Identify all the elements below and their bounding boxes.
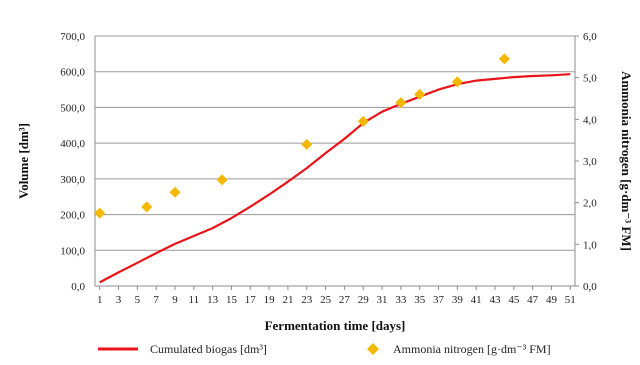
- y-tick-label: 300,0: [60, 174, 85, 186]
- x-tick-label: 27: [339, 294, 351, 306]
- x-tick-label: 21: [282, 294, 293, 306]
- x-tick-label: 1: [97, 294, 103, 306]
- legend: Cumulated biogas [dm³] Ammonia nitrogen …: [98, 342, 551, 356]
- ammonia-point: [169, 186, 181, 198]
- y-tick-label: 600,0: [60, 67, 85, 79]
- series-biogas: [99, 73, 571, 284]
- y2-tick-label: 4,0: [583, 114, 597, 126]
- x-tick-label: 45: [508, 294, 520, 306]
- x-tick-label: 3: [116, 294, 122, 306]
- ammonia-point: [414, 88, 426, 100]
- y2-tick-label: 3,0: [583, 156, 597, 168]
- x-tick-label: 41: [471, 294, 482, 306]
- ammonia-point: [498, 53, 510, 65]
- x-tick-label: 17: [245, 294, 257, 306]
- legend-diamond-swatch: [367, 343, 379, 355]
- y-axis-left-title: Volume [dm³]: [16, 123, 31, 199]
- y-axis-left-ticks: 0,0 100,0 200,0 300,0 400,0 500,0 600,0 700,0: [60, 31, 85, 293]
- ammonia-point: [357, 115, 369, 127]
- x-tick-label: 43: [490, 294, 502, 306]
- ammonia-point: [301, 138, 313, 150]
- x-tick-label: 35: [414, 294, 426, 306]
- y-tick-label: 400,0: [60, 138, 85, 150]
- x-tick-label: 7: [153, 294, 159, 306]
- x-tick-label: 13: [207, 294, 219, 306]
- x-tick-label: 11: [189, 294, 200, 306]
- x-axis-title: Fermentation time [days]: [265, 318, 406, 333]
- y2-tick-label: 6,0: [583, 31, 597, 43]
- y-tick-label: 0,0: [71, 281, 85, 293]
- x-tick-label: 47: [527, 294, 539, 306]
- x-tick-label: 33: [395, 294, 407, 306]
- y2-tick-label: 2,0: [583, 198, 597, 210]
- ammonia-point: [141, 201, 153, 213]
- x-tick-label: 49: [546, 294, 558, 306]
- x-tick-label: 51: [565, 294, 576, 306]
- gridlines: [95, 35, 575, 251]
- y-tick-label: 500,0: [60, 102, 85, 114]
- biogas-line: [99, 73, 571, 284]
- ammonia-point: [395, 97, 407, 109]
- y-tick-label: 100,0: [60, 245, 85, 257]
- y-axis-right-title: Ammonia nitrogen [g·dm⁻³ FM]: [619, 71, 634, 251]
- ammonia-point: [94, 207, 106, 219]
- ammonia-point: [216, 174, 228, 186]
- series-ammonia: [94, 53, 510, 219]
- y-tick-label: 200,0: [60, 210, 85, 222]
- x-tick-label: 29: [358, 294, 370, 306]
- ammonia-point: [451, 76, 463, 88]
- x-tick-label: 19: [264, 294, 276, 306]
- legend-label-biogas: Cumulated biogas [dm³]: [150, 342, 267, 356]
- x-tick-label: 23: [301, 294, 313, 306]
- x-axis-ticks: 1 3 5 7 9 11 13 15 17 19 21 23 25 27 29 31 33 35 37 39 41 43 4…: [97, 286, 576, 306]
- legend-label-ammonia: Ammonia nitrogen [g·dm⁻³ FM]: [393, 342, 551, 356]
- y2-tick-label: 5,0: [583, 73, 597, 85]
- x-tick-label: 9: [172, 294, 178, 306]
- y-axis-right-ticks: 0,0 1,0 2,0 3,0 4,0 5,0 6,0: [575, 31, 597, 293]
- x-tick-label: 5: [135, 294, 141, 306]
- x-tick-label: 15: [226, 294, 238, 306]
- y-tick-label: 700,0: [60, 31, 85, 43]
- y2-tick-label: 0,0: [583, 281, 597, 293]
- x-tick-label: 37: [433, 294, 445, 306]
- y2-tick-label: 1,0: [583, 239, 597, 251]
- x-tick-label: 25: [320, 294, 332, 306]
- x-tick-label: 39: [452, 294, 464, 306]
- x-tick-label: 31: [377, 294, 388, 306]
